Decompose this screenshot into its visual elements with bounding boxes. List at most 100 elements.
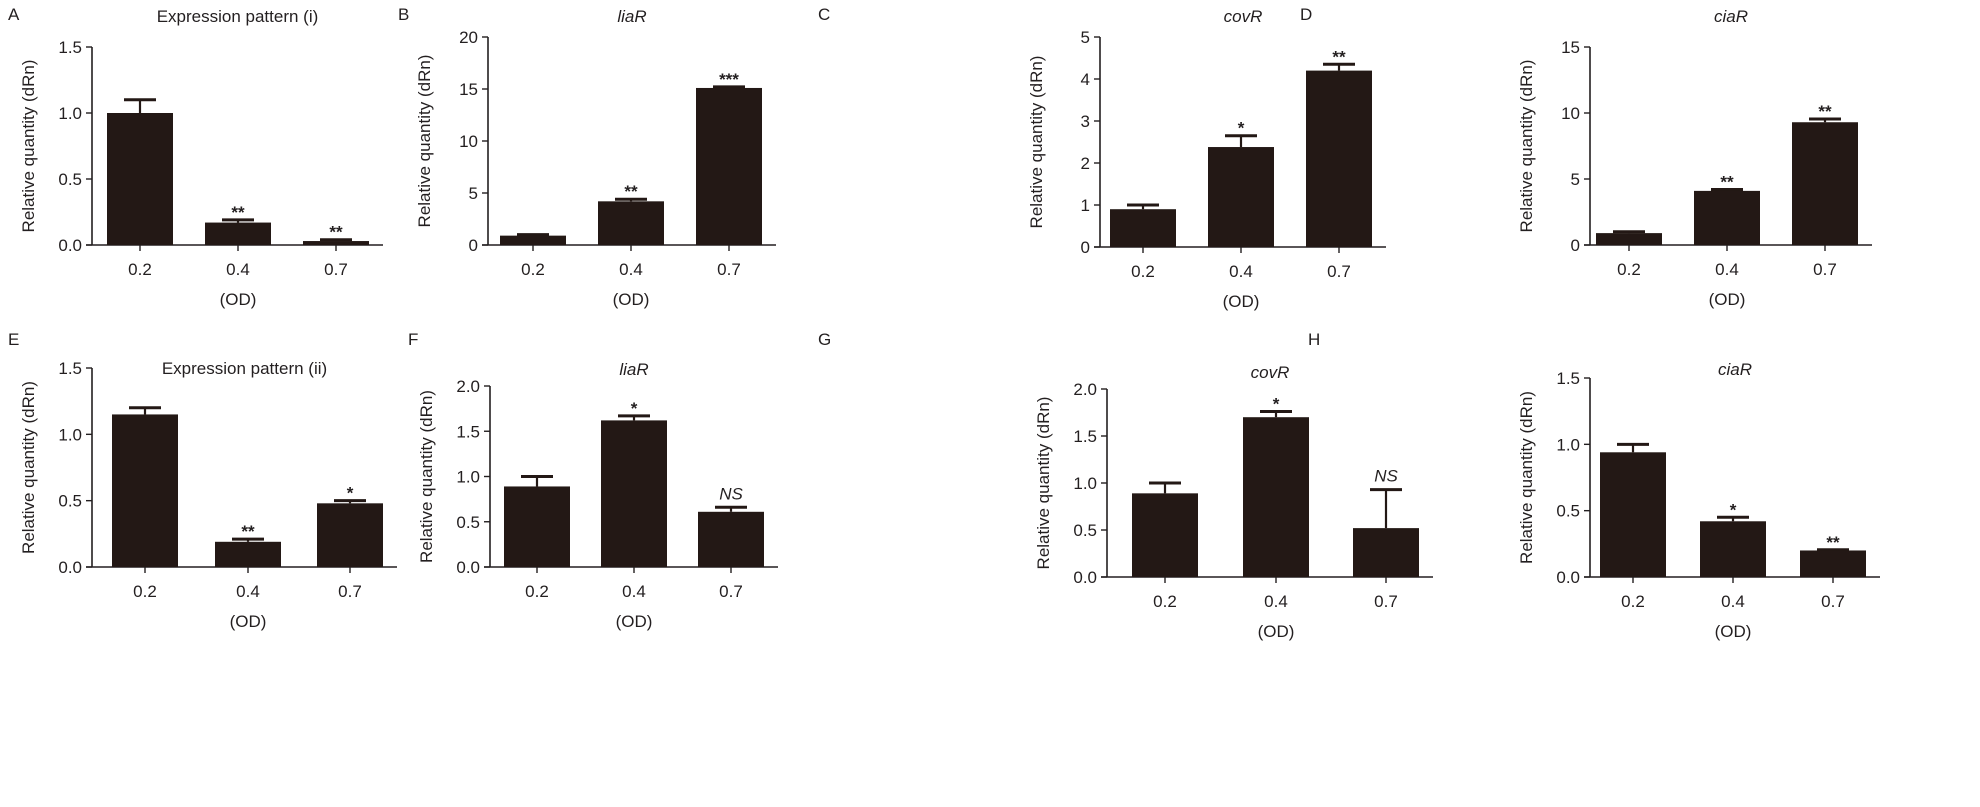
y-axis-label: Relative quantity (dRn) — [417, 390, 436, 563]
x-tick-label: 0.2 — [1131, 262, 1155, 281]
bar — [1792, 122, 1858, 245]
bar — [1132, 493, 1198, 577]
bar — [698, 511, 764, 567]
bar — [205, 222, 271, 245]
x-axis-label: (OD) — [220, 290, 257, 309]
y-tick-label: 0.0 — [1073, 568, 1097, 587]
significance-label: ** — [1332, 47, 1346, 66]
panel-letter: E — [8, 330, 19, 349]
x-tick-label: 0.7 — [324, 260, 348, 279]
panel-title: covR — [1251, 363, 1290, 382]
y-tick-label: 0 — [469, 236, 478, 255]
y-tick-label: 3 — [1081, 112, 1090, 131]
significance-label: ** — [329, 223, 343, 242]
significance-label: NS — [719, 484, 743, 503]
y-tick-label: 15 — [459, 80, 478, 99]
bar — [1694, 190, 1760, 245]
y-tick-label: 0.5 — [1556, 502, 1580, 521]
y-tick-label: 5 — [1081, 28, 1090, 47]
y-tick-label: 0.0 — [456, 558, 480, 577]
significance-label: *** — [719, 70, 739, 89]
y-tick-label: 0.5 — [58, 170, 82, 189]
bar — [107, 113, 173, 245]
y-tick-label: 15 — [1561, 38, 1580, 57]
y-axis-label: Relative quantity (dRn) — [19, 381, 38, 554]
y-tick-label: 1.0 — [456, 468, 480, 487]
panel-letter: F — [408, 330, 418, 349]
y-tick-label: 5 — [469, 184, 478, 203]
x-axis-label: (OD) — [1709, 290, 1746, 309]
y-tick-label: 0 — [1081, 238, 1090, 257]
bar — [1306, 70, 1372, 247]
y-tick-label: 0 — [1571, 236, 1580, 255]
y-tick-label: 1.5 — [1556, 369, 1580, 388]
y-axis-label: Relative quantity (dRn) — [1517, 391, 1536, 564]
y-tick-label: 2.0 — [1073, 380, 1097, 399]
bar — [1800, 550, 1866, 577]
x-axis-label: (OD) — [1223, 292, 1260, 311]
bar — [317, 503, 383, 567]
x-tick-label: 0.7 — [1821, 592, 1845, 611]
significance-label: * — [1238, 119, 1245, 138]
panel-title: liaR — [619, 360, 648, 379]
x-axis-label: (OD) — [1715, 622, 1752, 641]
panel-title: Expression pattern (i) — [157, 7, 319, 26]
bar — [504, 486, 570, 567]
x-tick-label: 0.2 — [1153, 592, 1177, 611]
x-tick-label: 0.4 — [226, 260, 250, 279]
significance-label: * — [347, 484, 354, 503]
significance-label: * — [631, 399, 638, 418]
panel-letter: A — [8, 5, 20, 24]
bar — [601, 420, 667, 567]
bar — [1596, 233, 1662, 245]
y-tick-label: 2 — [1081, 154, 1090, 173]
y-axis-label: Relative quantity (dRn) — [1517, 60, 1536, 233]
x-tick-label: 0.4 — [619, 260, 643, 279]
bar — [1353, 528, 1419, 577]
significance-label: ** — [241, 522, 255, 541]
x-tick-label: 0.7 — [1813, 260, 1837, 279]
bar — [500, 235, 566, 245]
y-tick-label: 0.0 — [58, 236, 82, 255]
y-axis-label: Relative quantity (dRn) — [19, 60, 38, 233]
bar — [215, 541, 281, 567]
panel-title: covR — [1224, 7, 1263, 26]
y-tick-label: 1.5 — [58, 38, 82, 57]
x-tick-label: 0.4 — [622, 582, 646, 601]
y-tick-label: 1.5 — [58, 359, 82, 378]
x-tick-label: 0.7 — [719, 582, 743, 601]
x-tick-label: 0.7 — [338, 582, 362, 601]
x-tick-label: 0.4 — [1264, 592, 1288, 611]
y-tick-label: 2.0 — [456, 377, 480, 396]
x-tick-label: 0.2 — [128, 260, 152, 279]
bar — [303, 241, 369, 245]
panel-letter: G — [818, 330, 831, 349]
x-tick-label: 0.4 — [1721, 592, 1745, 611]
y-axis-label: Relative quantity (dRn) — [1034, 397, 1053, 570]
bar — [1110, 209, 1176, 247]
significance-label: ** — [231, 203, 245, 222]
y-tick-label: 0.5 — [1073, 521, 1097, 540]
significance-label: ** — [624, 182, 638, 201]
bar — [598, 201, 664, 245]
significance-label: * — [1273, 395, 1280, 414]
x-tick-label: 0.2 — [133, 582, 157, 601]
y-tick-label: 1.5 — [456, 422, 480, 441]
y-tick-label: 1.0 — [58, 425, 82, 444]
x-tick-label: 0.2 — [1621, 592, 1645, 611]
panel-e: E Expression pattern (ii) 0.0 0.5 1.0 1.5 Rela… — [8, 330, 397, 631]
y-tick-label: 0.0 — [1556, 568, 1580, 587]
panel-title: ciaR — [1714, 7, 1748, 26]
x-tick-label: 0.2 — [1617, 260, 1641, 279]
y-tick-label: 0.5 — [58, 492, 82, 511]
y-tick-label: 1.0 — [1073, 474, 1097, 493]
bar — [1600, 452, 1666, 577]
x-tick-label: 0.7 — [1327, 262, 1351, 281]
panel-title: liaR — [617, 7, 646, 26]
panel-letter: B — [398, 5, 409, 24]
